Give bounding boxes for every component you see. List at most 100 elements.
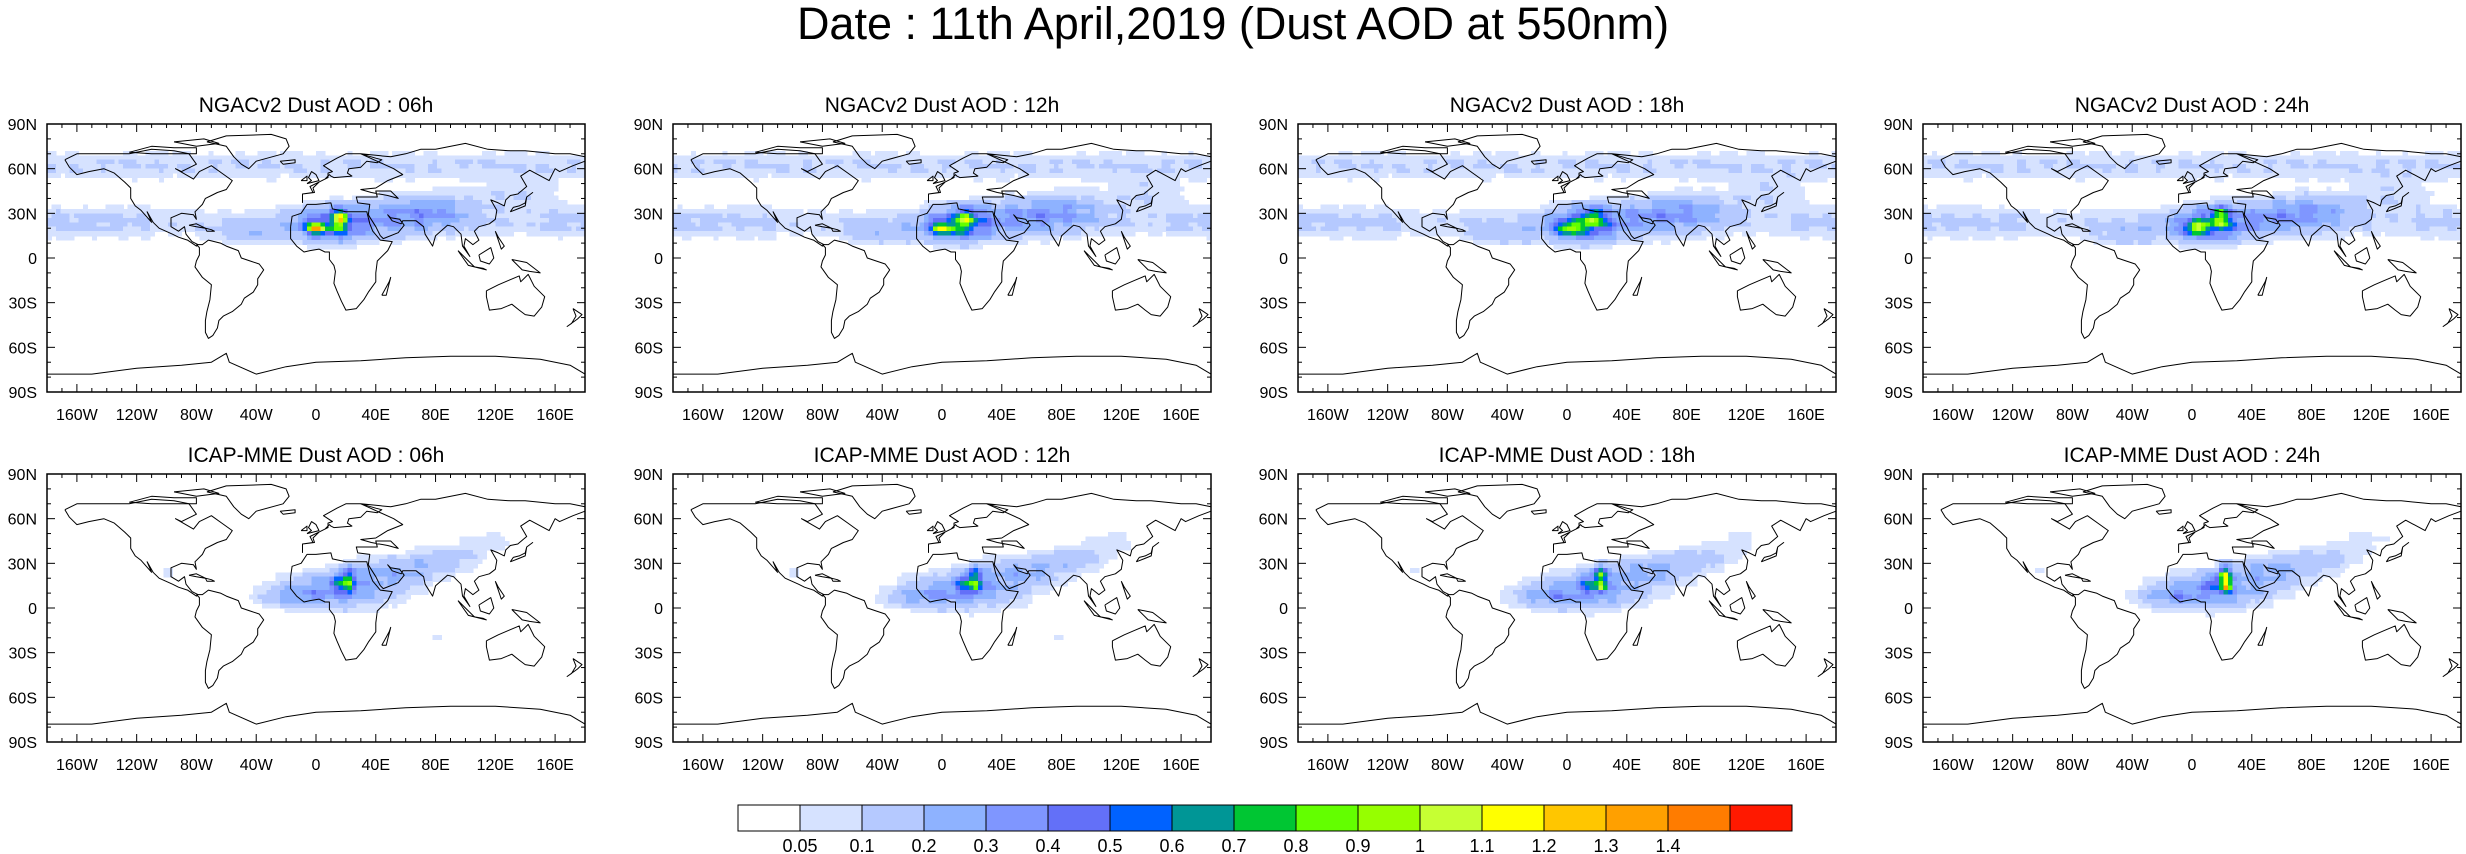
aod-cell (1054, 164, 1060, 170)
aod-cell (1188, 208, 1194, 214)
aod-cell (915, 222, 921, 228)
aod-cell (513, 173, 519, 179)
aod-cell (517, 173, 523, 179)
aod-cell (1728, 173, 1734, 179)
aod-cell (1076, 204, 1082, 210)
aod-cell (740, 217, 746, 223)
aod-cell (100, 208, 106, 214)
aod-cell (1031, 208, 1037, 214)
aod-cell (1152, 208, 1158, 214)
aod-cell (811, 222, 818, 228)
aod-cell (549, 226, 555, 232)
aod-cell (1009, 226, 1015, 232)
aod-cell (1674, 195, 1680, 201)
aod-cell (347, 173, 353, 179)
aod-cell (1134, 186, 1140, 192)
aod-cell (141, 235, 147, 241)
aod-cell (856, 168, 862, 174)
aod-cell (950, 240, 957, 246)
aod-cell (749, 168, 755, 174)
aod-cell (1130, 168, 1136, 174)
aod-cell (758, 208, 764, 214)
aod-cell (266, 164, 272, 170)
aod-cell (159, 217, 165, 223)
aod-cell (472, 199, 478, 205)
aod-cell (1634, 208, 1640, 214)
aod-cell (1575, 159, 1582, 165)
aod-cell (1347, 208, 1353, 214)
aod-cell (441, 164, 447, 170)
aod-cell (298, 150, 304, 156)
aod-cell (463, 199, 470, 205)
aod-cell (1652, 155, 1658, 161)
aod-cell (1634, 204, 1640, 210)
aod-cell (933, 231, 939, 237)
aod-cell (1022, 195, 1028, 201)
aod-cell (1522, 213, 1528, 219)
aod-cell (280, 159, 286, 165)
aod-cell (1558, 213, 1564, 219)
aod-cell (811, 155, 818, 161)
aod-cell (1710, 177, 1716, 183)
aod-cell (73, 217, 79, 223)
aod-cell (454, 204, 461, 210)
aod-cell (329, 159, 335, 165)
aod-cell (1333, 155, 1339, 161)
aod-cell (1723, 155, 1729, 161)
aod-cell (722, 173, 728, 179)
aod-cell (100, 226, 106, 232)
aod-cell (847, 235, 853, 241)
aod-cell (576, 208, 582, 214)
aod-cell (959, 213, 966, 219)
aod-cell (1157, 155, 1163, 161)
aod-cell (1728, 155, 1734, 161)
aod-cell (517, 155, 523, 161)
aod-cell (423, 164, 429, 170)
aod-cell (776, 217, 782, 223)
aod-cell (535, 173, 541, 179)
aod-cell (1018, 217, 1024, 223)
aod-cell (446, 208, 452, 214)
aod-cell (289, 159, 295, 165)
aod-cell (311, 235, 317, 241)
aod-cell (1611, 204, 1617, 210)
aod-cell (1692, 173, 1698, 179)
aod-cell (1831, 168, 1837, 174)
aod-cell (968, 159, 974, 165)
aod-cell (51, 159, 57, 165)
aod-cell (221, 235, 227, 241)
aod-cell (257, 231, 263, 237)
aod-cell (1179, 204, 1185, 210)
aod-cell (1656, 191, 1662, 197)
aod-cell (517, 182, 523, 188)
aod-cell (1602, 155, 1608, 161)
aod-cell (194, 168, 201, 174)
aod-cell (1031, 235, 1037, 241)
aod-cell (378, 208, 384, 214)
aod-cell (47, 159, 53, 165)
aod-cell (463, 208, 470, 214)
aod-cell (576, 164, 582, 170)
aod-cell (1143, 155, 1149, 161)
aod-cell (789, 173, 795, 179)
aod-cell (1031, 199, 1037, 205)
aod-cell (1611, 159, 1617, 165)
aod-cell (1193, 204, 1199, 210)
aod-cell (1130, 199, 1136, 205)
aod-cell (239, 168, 245, 174)
aod-cell (262, 173, 268, 179)
aod-cell (576, 231, 582, 237)
aod-cell (347, 235, 353, 241)
aod-cell (1782, 164, 1788, 170)
aod-cell (468, 208, 474, 214)
aod-cell (495, 204, 501, 210)
aod-cell (1665, 173, 1671, 179)
aod-cell (901, 155, 907, 161)
aod-cell (392, 191, 398, 197)
aod-cell (1383, 164, 1389, 170)
aod-cell (735, 155, 741, 161)
aod-cell (1324, 168, 1330, 174)
aod-cell (1755, 168, 1761, 174)
aod-cell (87, 155, 93, 161)
aod-cell (338, 244, 344, 250)
